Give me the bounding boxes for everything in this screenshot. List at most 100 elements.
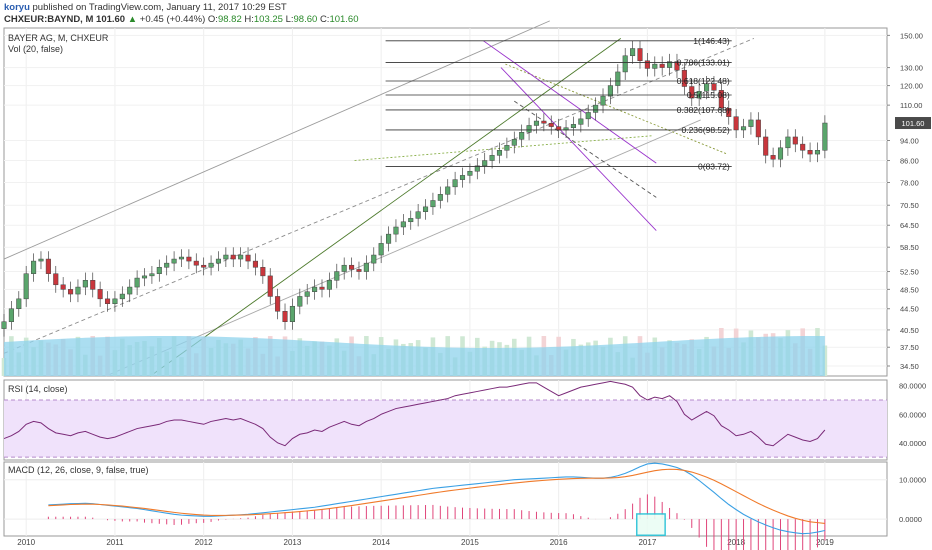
y-tick-label: 110.00 — [900, 101, 922, 110]
candle — [482, 160, 488, 167]
y-tick-label: 120.00 — [900, 82, 923, 91]
candle — [23, 273, 29, 300]
candle — [792, 136, 798, 145]
rsi-legend: RSI (14, close) — [8, 384, 68, 394]
candle — [60, 284, 66, 290]
candle — [637, 48, 643, 62]
candle — [519, 132, 525, 140]
rsi-line — [3, 380, 826, 447]
y-tick-label: 58.50 — [900, 243, 919, 252]
candle — [814, 150, 821, 155]
candle — [393, 226, 399, 235]
low-label: L: — [285, 14, 294, 25]
candle — [349, 264, 355, 270]
candle — [31, 260, 37, 274]
candle — [90, 280, 96, 290]
candle — [326, 280, 332, 290]
candle — [16, 298, 22, 309]
candle — [556, 126, 562, 131]
candle — [356, 269, 362, 272]
quote-line: CHXEUR:BAYND, M 101.60 ▲ +0.45 (+0.44%) … — [4, 14, 359, 25]
candle — [437, 194, 443, 201]
candle — [164, 262, 170, 268]
candle — [807, 150, 813, 155]
candle — [622, 55, 628, 73]
candle — [68, 289, 74, 295]
y-tick-label: 44.50 — [900, 305, 919, 314]
macd-tick-label: 10.0000 — [899, 476, 926, 485]
author-link[interactable]: koryu — [4, 2, 30, 13]
candle — [533, 120, 540, 126]
candle — [763, 136, 769, 156]
candle — [445, 186, 451, 195]
candle — [430, 200, 436, 208]
candle — [615, 71, 621, 86]
macd-tick-label: 0.0000 — [899, 515, 922, 524]
candle — [38, 258, 44, 262]
candle — [459, 175, 466, 180]
candle — [304, 291, 310, 297]
candle — [740, 126, 747, 131]
candle — [733, 116, 739, 131]
open-value: 98.82 — [217, 14, 242, 25]
x-tick-label: 2010 — [17, 538, 35, 547]
last-price-label: 101.60 — [902, 119, 925, 128]
rsi-band — [4, 400, 887, 458]
upper-channel-line — [3, 20, 550, 260]
x-tick-label: 2011 — [106, 538, 124, 547]
close-label: C: — [319, 14, 330, 25]
candle — [134, 277, 140, 288]
y-tick-label: 52.50 — [900, 268, 919, 277]
candle — [726, 107, 732, 117]
candle — [644, 60, 650, 69]
macd-highlight-box — [635, 513, 666, 536]
candle — [378, 243, 384, 256]
signal-line — [48, 468, 825, 524]
x-tick-label: 2017 — [638, 538, 656, 547]
candle — [415, 211, 421, 219]
up-arrow-icon: ▲ — [127, 14, 138, 25]
candle — [585, 112, 591, 120]
price-pane — [3, 27, 888, 377]
candle — [607, 85, 613, 97]
candle — [312, 286, 318, 292]
high-label: H: — [244, 14, 254, 25]
candle — [718, 90, 724, 109]
symbol[interactable]: CHXEUR:BAYND, M — [4, 14, 94, 25]
candle — [659, 63, 665, 68]
candle — [511, 139, 517, 146]
rsi-tick-label: 80.0000 — [899, 382, 926, 391]
candle — [674, 61, 680, 71]
falling-channel-mid — [514, 100, 657, 198]
candle — [267, 275, 273, 297]
y-tick-label: 34.50 — [900, 362, 919, 371]
y-tick-label: 40.50 — [900, 326, 919, 335]
candle — [408, 218, 414, 223]
macd-pane — [3, 461, 888, 537]
close-value: 101.60 — [329, 14, 359, 25]
fib-level-label: 0.382(107.68) — [677, 105, 730, 115]
candle — [822, 122, 828, 151]
rsi-tick-label: 60.0000 — [899, 410, 926, 419]
candle — [600, 95, 606, 106]
candle — [289, 305, 295, 322]
candle — [156, 267, 162, 274]
candle — [141, 275, 148, 279]
candle — [770, 155, 776, 160]
candle — [400, 221, 406, 228]
candle — [119, 293, 125, 300]
fib-level-label: 0(83.72) — [698, 162, 730, 172]
candle — [371, 254, 377, 264]
candle — [570, 124, 576, 128]
candle — [593, 104, 599, 113]
candle — [171, 258, 177, 264]
candle — [422, 206, 429, 212]
candle — [282, 311, 288, 322]
trendline-dotted — [354, 135, 652, 161]
candle — [341, 264, 347, 272]
y-tick-label: 86.00 — [900, 157, 919, 166]
high-value: 103.25 — [253, 14, 283, 25]
candle — [260, 267, 266, 277]
